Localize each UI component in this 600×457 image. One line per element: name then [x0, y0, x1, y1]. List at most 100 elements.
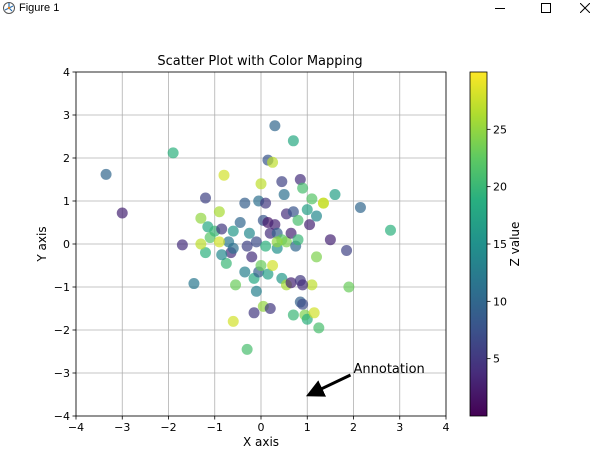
data-point [301, 313, 313, 325]
y-tick-label: 2 [63, 152, 70, 165]
data-point [218, 169, 230, 181]
matplotlib-figure-icon [2, 1, 16, 15]
colorbar-ticks: 5 10 15 20 25 [487, 123, 507, 366]
data-point [308, 307, 320, 319]
data-point [306, 279, 318, 291]
x-tick-label: −3 [114, 421, 130, 434]
data-point [262, 268, 274, 280]
colorbar-tick-label: 5 [493, 353, 500, 366]
data-point [250, 236, 262, 248]
data-point [343, 281, 355, 293]
data-point [255, 178, 267, 190]
x-tick-label: 4 [443, 421, 450, 434]
data-point [324, 234, 336, 246]
y-tick-label: −4 [54, 410, 70, 423]
data-point [213, 206, 225, 218]
x-tick-label: −1 [207, 421, 223, 434]
minimize-button[interactable] [477, 0, 523, 16]
x-axis-label: X axis [243, 435, 279, 449]
close-icon [580, 3, 590, 13]
colorbar-tick-label: 15 [493, 238, 507, 251]
x-tick-label: 0 [258, 421, 265, 434]
y-tick-label: 3 [63, 109, 70, 122]
data-point [292, 234, 304, 246]
window-title: Figure 1 [19, 2, 60, 14]
data-point [227, 242, 239, 254]
data-point [280, 236, 292, 248]
data-point [239, 197, 251, 209]
data-point [354, 201, 366, 213]
data-point [239, 266, 251, 278]
data-point [276, 176, 288, 188]
colorbar-tick-label: 25 [493, 123, 507, 136]
data-point [176, 239, 188, 251]
data-point [294, 174, 306, 185]
data-point [267, 156, 279, 168]
y-axis-label: Y axis [35, 226, 49, 262]
data-point [116, 207, 128, 219]
data-point [216, 223, 228, 235]
data-point [260, 240, 272, 252]
data-point [167, 147, 179, 159]
data-points [100, 120, 396, 355]
data-point [195, 238, 207, 250]
data-point [195, 212, 207, 224]
data-point [248, 307, 260, 319]
data-point [341, 244, 353, 256]
data-point [250, 285, 262, 297]
maximize-icon [541, 3, 551, 13]
x-tick-label: 2 [350, 421, 357, 434]
data-point [292, 214, 304, 226]
data-point [188, 278, 200, 290]
data-point [230, 279, 242, 291]
data-point [260, 197, 272, 209]
data-point [246, 251, 258, 263]
data-point [287, 135, 299, 147]
close-button[interactable] [562, 0, 600, 16]
data-point [278, 189, 290, 201]
data-point [304, 219, 316, 231]
data-point [200, 192, 211, 204]
x-tick-label: −2 [160, 421, 176, 434]
data-point [287, 206, 299, 218]
data-point [200, 247, 211, 259]
y-tick-label: 1 [63, 195, 70, 208]
data-point [311, 251, 322, 263]
data-point [317, 197, 329, 209]
annotation-text: Annotation [354, 362, 425, 377]
y-tick-label: −3 [54, 367, 70, 380]
chart-title: Scatter Plot with Color Mapping [157, 54, 362, 69]
data-point [285, 227, 297, 239]
figure-canvas: Scatter Plot with Color Mapping −4 −3 −2 −1… [0, 16, 600, 457]
x-tick-label: 3 [396, 421, 403, 434]
data-point [313, 322, 325, 334]
data-point [234, 217, 246, 228]
data-point [220, 257, 232, 269]
data-point [227, 315, 239, 327]
data-point [306, 193, 318, 205]
data-point [213, 236, 225, 248]
colorbar-tick-label: 10 [493, 295, 507, 308]
title-bar[interactable]: Figure 1 [0, 0, 600, 16]
data-point [241, 240, 253, 252]
data-point [329, 189, 341, 201]
y-tick-label: −2 [54, 324, 70, 337]
maximize-button[interactable] [523, 0, 569, 16]
colorbar-tick-label: 20 [493, 181, 507, 194]
data-point [255, 260, 267, 271]
data-point [385, 224, 396, 236]
data-point [243, 227, 255, 239]
data-point [264, 303, 276, 314]
y-tick-label: 4 [63, 66, 70, 79]
data-point [241, 343, 253, 355]
data-point [267, 260, 279, 271]
data-point [269, 219, 281, 231]
data-point [287, 309, 299, 321]
minimize-icon [495, 8, 505, 9]
annotation: Annotation [305, 362, 425, 397]
data-point [216, 249, 228, 261]
data-point [297, 279, 309, 291]
data-point [285, 277, 297, 289]
data-point [227, 225, 239, 237]
